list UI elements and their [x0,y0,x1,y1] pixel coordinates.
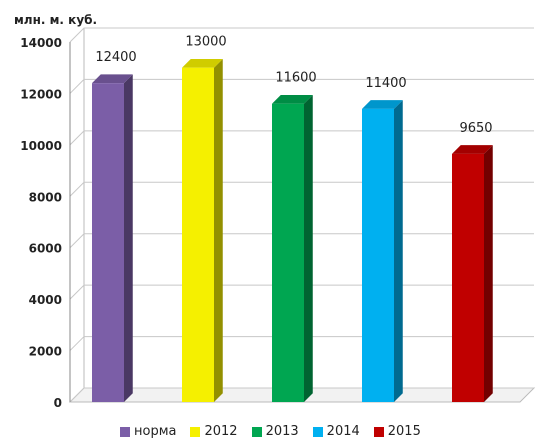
legend-label: 2015 [387,424,421,439]
gridline [69,78,534,94]
bar-top [362,100,403,109]
data-label: 9650 [459,121,492,136]
legend-label: норма [134,424,177,439]
y-axis-unit-label: млн. м. куб. [14,13,97,27]
legend: норма 2012 2013 2014 2015 [120,424,435,439]
y-axis: 0 2000 4000 6000 8000 10000 12000 14000 [20,36,71,410]
legend-label: 2013 [265,424,299,439]
y-tick-label: 4000 [29,293,62,307]
bar-side [214,58,223,402]
data-label: 12400 [95,50,136,65]
y-tick-label: 8000 [29,190,62,204]
bar-top [452,145,493,154]
legend-item: 2015 [373,424,421,439]
bar-side [394,100,403,402]
bar-2014: 11400 [362,76,407,402]
bar-2013: 11600 [272,71,317,402]
y-tick-label: 10000 [20,139,62,153]
bar-front [362,108,394,402]
bar-2012: 13000 [182,35,227,402]
bar-side [484,145,493,402]
legend-item: 2012 [190,424,238,439]
bar-side [124,74,133,403]
legend-swatch [251,426,262,437]
y-tick-label: 6000 [29,242,62,256]
legend-item: норма [120,424,176,439]
bar-side [304,94,313,402]
bars: 12400 13000 11600 11400 9650 [92,35,493,403]
data-label: 11400 [365,76,406,91]
bar-top [182,58,223,68]
gridline [69,27,534,43]
y-tick-label: 0 [54,396,62,410]
y-tick-label: 2000 [29,345,62,359]
bar-front [182,67,214,402]
legend-item: 2013 [251,424,299,439]
bar-top [272,94,313,104]
bar-top [92,74,133,84]
bar-front [452,153,484,402]
legend-swatch [120,426,130,437]
y-tick-label: 14000 [20,36,62,50]
bar-front [272,103,304,402]
bar-2015: 9650 [452,121,493,402]
bar-front [92,83,124,403]
legend-swatch [373,426,384,437]
y-tick-label: 12000 [20,87,62,101]
legend-label: 2012 [204,424,238,439]
bar-норма: 12400 [92,50,137,403]
legend-swatch [312,426,323,437]
data-label: 13000 [185,35,226,50]
legend-label: 2014 [326,424,360,439]
legend-item: 2014 [312,424,360,439]
legend-swatch [190,426,201,437]
data-label: 11600 [275,71,316,86]
